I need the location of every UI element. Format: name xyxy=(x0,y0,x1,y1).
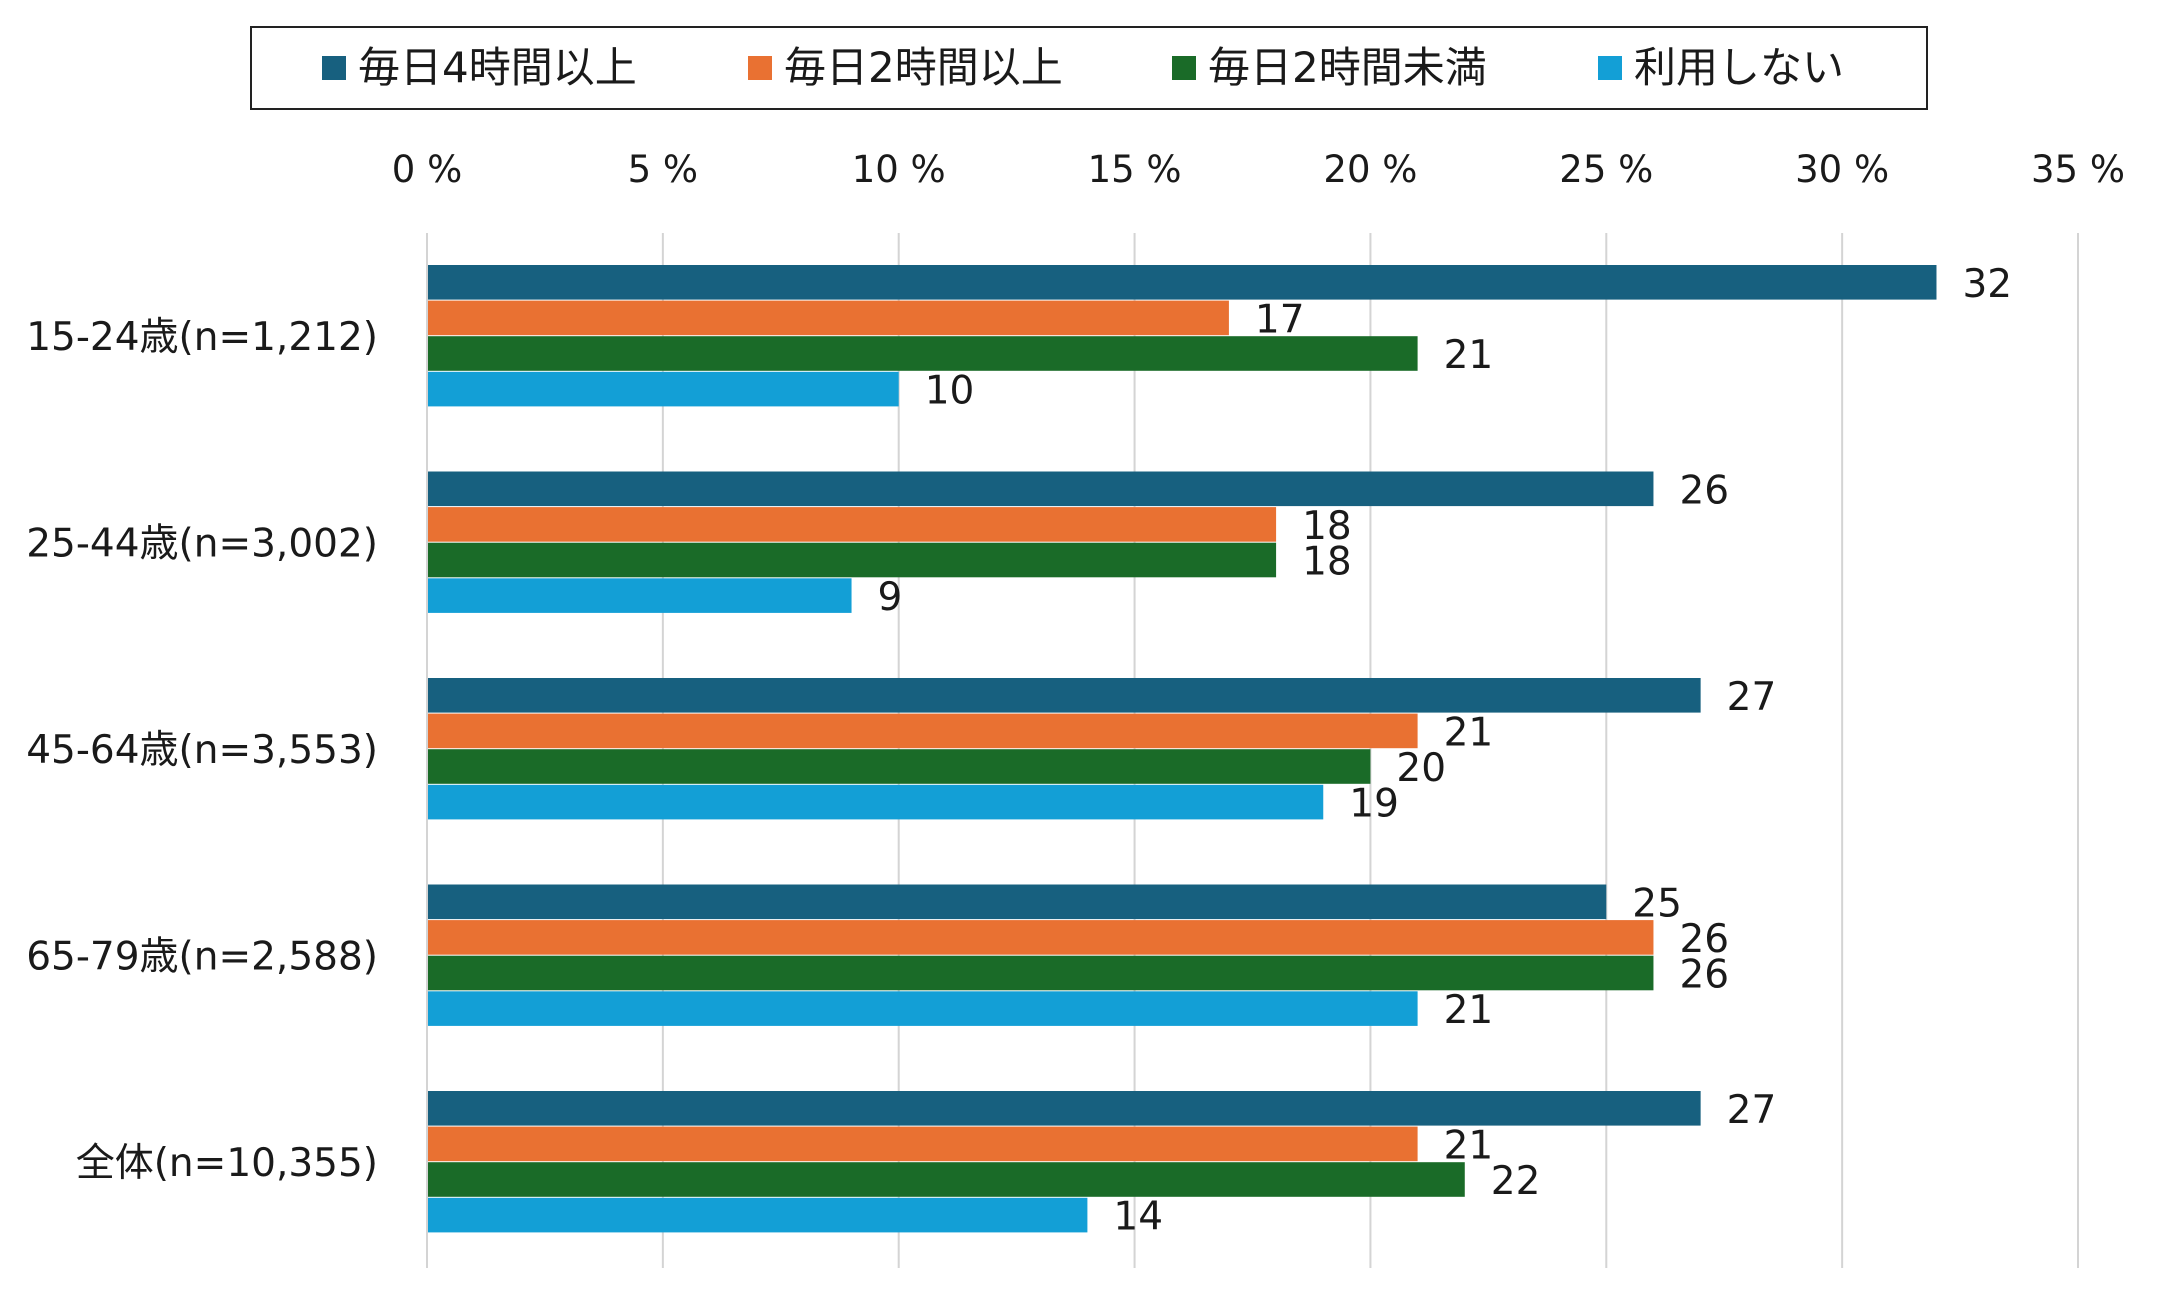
category-label-2: 25-44歳(n=3,002) xyxy=(26,522,378,567)
category-label-1: 15-24歳(n=1,212) xyxy=(26,315,378,360)
legend-label-series-2: 毎日2時間以上 xyxy=(784,43,1063,92)
bar-4-series-2 xyxy=(427,920,1654,955)
x-tick-label-3: 15 % xyxy=(1088,148,1182,191)
bar-2-series-1 xyxy=(427,471,1654,507)
bar-2-series-2 xyxy=(427,507,1277,542)
data-label-1-series-4: 10 xyxy=(925,369,975,414)
bar-3-series-1 xyxy=(427,678,1701,713)
data-label-3-series-2: 21 xyxy=(1444,710,1494,755)
legend-swatch-series-2 xyxy=(748,56,772,80)
data-label-1-series-2: 17 xyxy=(1255,297,1305,342)
data-label-4-series-3: 26 xyxy=(1679,953,1729,998)
legend: 毎日4時間以上 毎日2時間以上 毎日2時間未満 利用しない xyxy=(250,26,1928,110)
data-label-4-series-4: 21 xyxy=(1444,988,1494,1033)
bar-5-series-1 xyxy=(427,1091,1701,1126)
category-label-3: 45-64歳(n=3,553) xyxy=(26,728,378,773)
x-tick-label-6: 30 % xyxy=(1795,148,1889,191)
bar-1-series-3 xyxy=(427,336,1418,371)
data-label-5-series-3: 22 xyxy=(1491,1159,1541,1204)
legend-label-series-1: 毎日4時間以上 xyxy=(358,43,637,92)
bar-5-series-4 xyxy=(427,1197,1088,1233)
bar-4-series-4 xyxy=(427,991,1418,1026)
data-label-4-series-1: 25 xyxy=(1632,881,1682,926)
bar-2-series-4 xyxy=(427,578,852,613)
legend-item-series-4: 利用しない xyxy=(1598,28,1844,108)
legend-swatch-series-3 xyxy=(1172,56,1196,80)
bar-3-series-2 xyxy=(427,713,1418,749)
data-label-4-series-2: 26 xyxy=(1679,917,1729,962)
data-label-2-series-1: 26 xyxy=(1679,468,1729,513)
legend-item-series-2: 毎日2時間以上 xyxy=(748,28,1063,108)
bar-4-series-3 xyxy=(427,955,1654,991)
bar-1-series-4 xyxy=(427,371,899,407)
x-tick-label-5: 25 % xyxy=(1559,148,1653,191)
category-label-5: 全体(n=10,355) xyxy=(76,1141,378,1186)
legend-item-series-3: 毎日2時間未満 xyxy=(1172,28,1487,108)
bar-3-series-4 xyxy=(427,784,1324,820)
x-tick-label-7: 35 % xyxy=(2031,148,2125,191)
legend-swatch-series-4 xyxy=(1598,56,1622,80)
data-label-2-series-2: 18 xyxy=(1302,504,1352,549)
bar-5-series-3 xyxy=(427,1162,1465,1197)
bar-4-series-1 xyxy=(427,884,1607,920)
data-label-3-series-4: 19 xyxy=(1349,782,1399,827)
data-label-1-series-1: 32 xyxy=(1962,262,2012,307)
legend-swatch-series-1 xyxy=(322,56,346,80)
data-label-2-series-4: 9 xyxy=(878,575,903,620)
x-tick-label-0: 0 % xyxy=(392,148,462,191)
data-label-5-series-1: 27 xyxy=(1727,1088,1777,1133)
bar-1-series-1 xyxy=(427,265,1937,300)
data-label-5-series-4: 14 xyxy=(1113,1195,1163,1240)
bar-5-series-2 xyxy=(427,1126,1418,1162)
category-label-4: 65-79歳(n=2,588) xyxy=(26,935,378,980)
data-label-3-series-1: 27 xyxy=(1727,675,1777,720)
x-tick-label-4: 20 % xyxy=(1323,148,1417,191)
legend-item-series-1: 毎日4時間以上 xyxy=(322,28,637,108)
data-label-3-series-3: 20 xyxy=(1396,746,1446,791)
legend-label-series-4: 利用しない xyxy=(1634,43,1845,92)
data-label-2-series-3: 18 xyxy=(1302,540,1352,585)
legend-label-series-3: 毎日2時間未満 xyxy=(1208,43,1487,92)
bar-3-series-3 xyxy=(427,749,1371,784)
bar-1-series-2 xyxy=(427,300,1229,336)
bar-2-series-3 xyxy=(427,542,1277,578)
data-label-1-series-3: 21 xyxy=(1444,333,1494,378)
x-tick-label-1: 5 % xyxy=(628,148,698,191)
x-tick-label-2: 10 % xyxy=(852,148,946,191)
data-label-5-series-2: 21 xyxy=(1444,1123,1494,1168)
